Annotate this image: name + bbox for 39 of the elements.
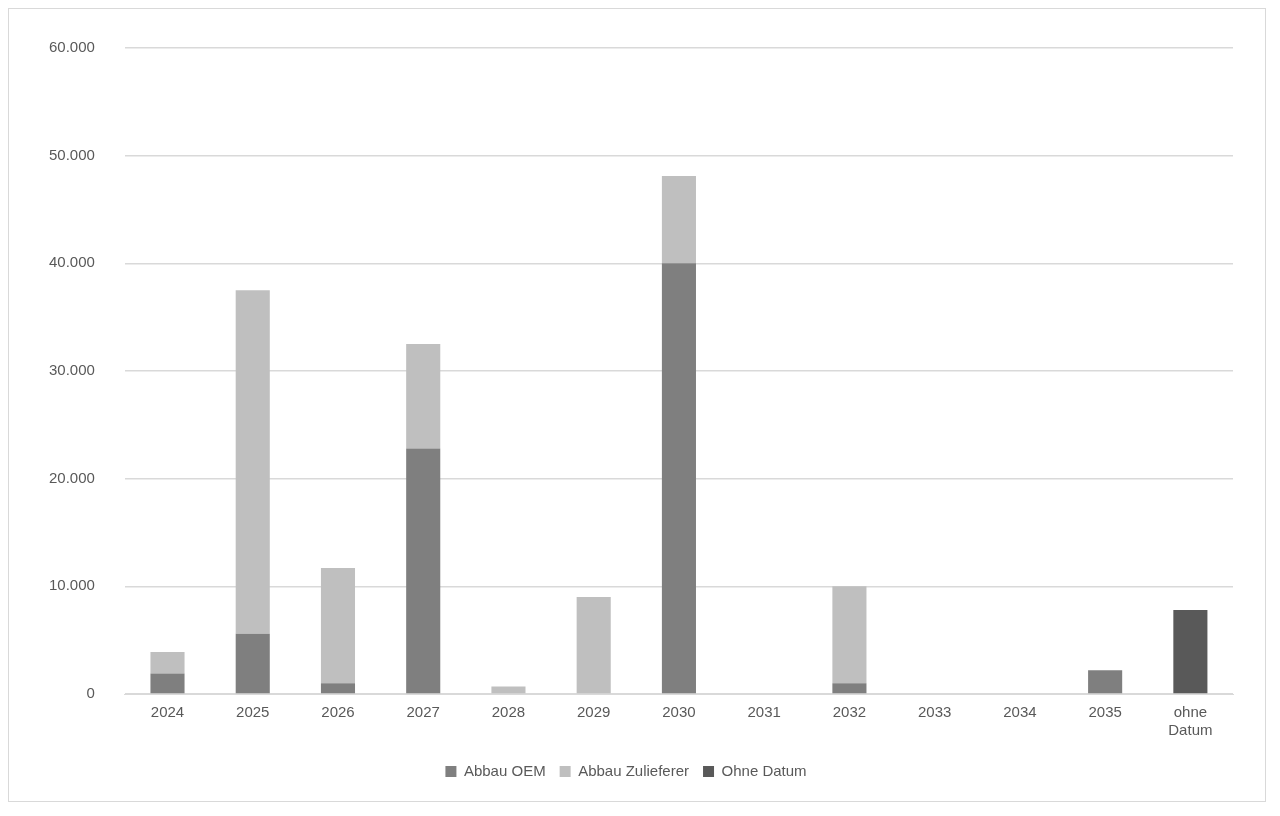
- legend-label: Ohne Datum: [721, 761, 807, 779]
- bar: [150, 652, 185, 674]
- y-tick-label: 60.000: [48, 38, 95, 56]
- bar: [661, 176, 696, 264]
- x-tick-label: 2025: [236, 703, 270, 721]
- y-tick-label: 20.000: [48, 468, 95, 486]
- bar: [320, 568, 356, 684]
- x-tick-label: ohne Datum: [1168, 703, 1213, 739]
- x-tick-label: 2032: [832, 703, 867, 721]
- bar: [406, 448, 441, 694]
- y-tick-label: 10.000: [48, 576, 95, 594]
- legend-label: Abbau Zulieferer: [578, 761, 690, 779]
- bar: [1088, 670, 1123, 694]
- bar: [576, 597, 611, 694]
- y-tick-label: 0: [86, 684, 95, 702]
- x-tick-label: 2030: [662, 703, 696, 721]
- x-tick-label: 2027: [406, 703, 440, 721]
- x-tick-label: 2024: [150, 703, 185, 721]
- x-tick-label: 2026: [321, 703, 355, 721]
- x-tick-label: 2034: [1003, 703, 1037, 721]
- bar: [150, 673, 185, 694]
- x-tick-label: 2028: [491, 703, 526, 721]
- x-tick-label: 2031: [747, 703, 781, 721]
- bar: [832, 586, 867, 684]
- x-tick-label: 2035: [1088, 703, 1122, 721]
- bar: [491, 686, 526, 694]
- bar: [1173, 610, 1208, 694]
- bar: [235, 633, 270, 694]
- y-tick-label: 50.000: [48, 145, 95, 163]
- bar: [235, 290, 270, 634]
- y-tick-label: 40.000: [48, 253, 95, 271]
- bar: [661, 263, 696, 694]
- bar: [832, 683, 867, 694]
- y-tick-label: 30.000: [48, 361, 95, 379]
- bar: [406, 344, 441, 449]
- x-tick-label: 2033: [917, 703, 952, 721]
- x-tick-label: 2029: [577, 703, 611, 721]
- bar: [320, 683, 356, 694]
- legend-label: Abbau OEM: [463, 761, 546, 779]
